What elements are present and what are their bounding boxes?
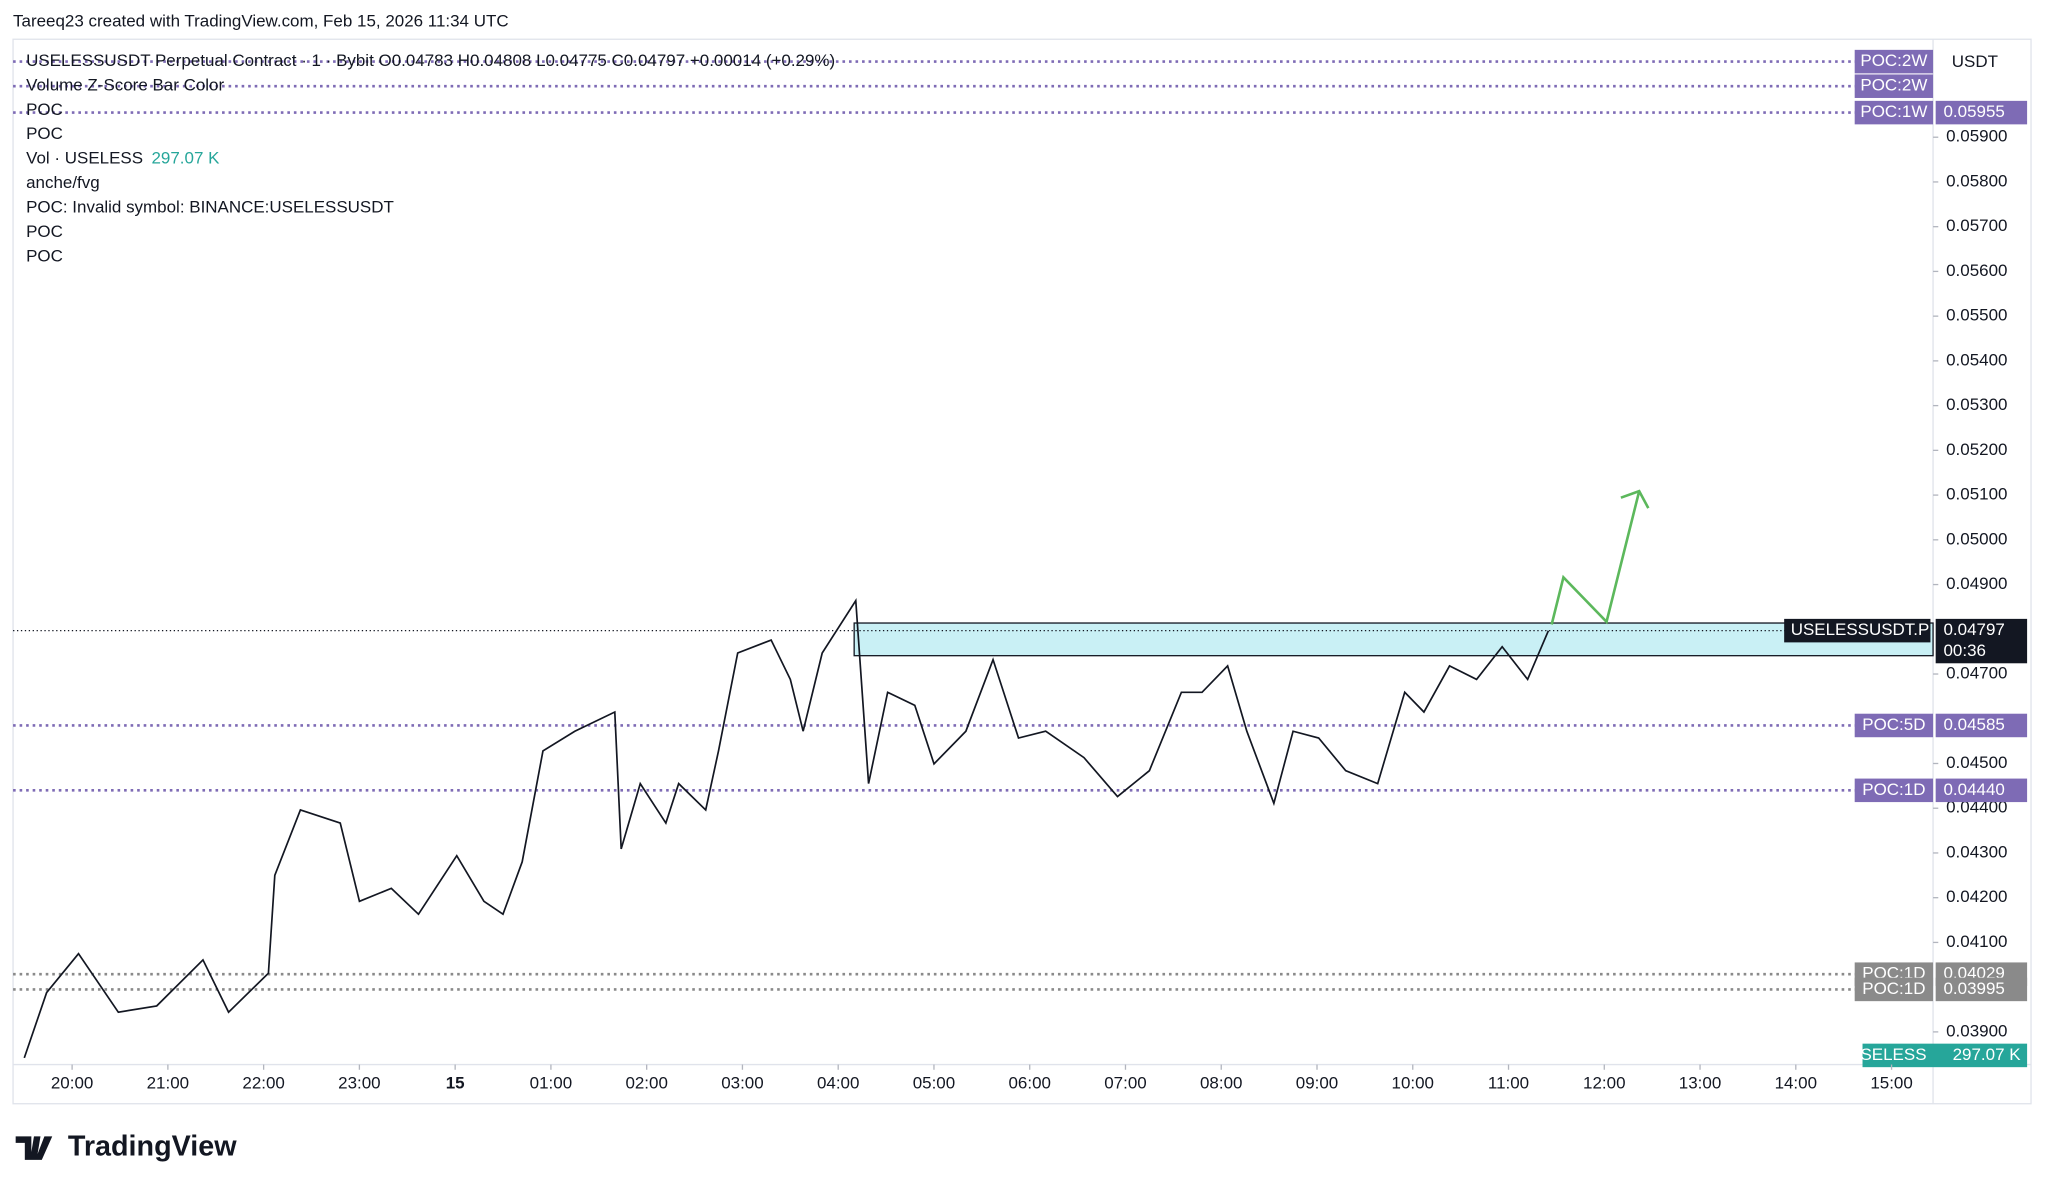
x-tick-label: 13:00 [1679, 1074, 1721, 1093]
legend-item: POC [26, 124, 63, 143]
arrow-head [1620, 489, 1650, 509]
level-tag [1854, 49, 1934, 74]
price-line [23, 598, 1550, 1059]
level-value-tag [1935, 100, 2028, 125]
legend-item: POC [26, 100, 63, 119]
level-name: POC:1D [1862, 979, 1925, 998]
level-name: POC:2W [1860, 76, 1927, 95]
brand: TradingView [68, 1131, 237, 1163]
x-tick-label: 01:00 [530, 1074, 572, 1093]
y-tick-label: 0.05800 [1946, 171, 2007, 190]
y-tick-label: 0.05400 [1946, 350, 2007, 369]
y-tick-label: 0.05500 [1946, 306, 2007, 325]
y-tick-label: 0.04900 [1946, 574, 2007, 593]
y-tick-label: 0.04100 [1946, 932, 2007, 951]
chart-frame [12, 38, 2032, 1105]
x-tick-label: 10:00 [1392, 1074, 1434, 1093]
header: Tareeq23 created with TradingView.com, F… [13, 12, 509, 31]
x-tick-label: 14:00 [1775, 1074, 1817, 1093]
legend-volume: 297.07 K [152, 149, 221, 168]
y-tick-label: 0.05900 [1946, 127, 2007, 146]
y-tick-label: 0.04700 [1946, 664, 2007, 683]
level-tag [1854, 74, 1934, 98]
y-tick-label: 0.04500 [1946, 753, 2007, 772]
x-tick-label: 21:00 [147, 1074, 189, 1093]
level-name: POC:1D [1862, 780, 1925, 799]
countdown: 00:36 [1944, 641, 1986, 660]
x-tick-label: 12:00 [1583, 1074, 1625, 1093]
level-value: 0.03995 [1944, 979, 2005, 998]
unit-box [1935, 47, 2028, 76]
volume-badge-value: 297.07 K [1953, 1045, 2022, 1064]
y-tick-label: 0.04300 [1946, 842, 2007, 861]
level-value-tag [1935, 713, 2028, 738]
x-tick-label: 15 [446, 1074, 465, 1093]
x-tick-label: 07:00 [1104, 1074, 1146, 1093]
y-tick-label: 0.05200 [1946, 440, 2007, 459]
last-price-tag [1935, 618, 2028, 664]
y-tick-label: 0.05700 [1946, 216, 2007, 235]
level-tag [1854, 713, 1934, 738]
legend-item: anche/fvg [26, 173, 100, 192]
x-tick-label: 02:00 [625, 1074, 667, 1093]
y-tick-label: 0.05100 [1946, 485, 2007, 504]
x-tick-label: 20:00 [51, 1074, 93, 1093]
level-name: POC:2W [1860, 51, 1927, 70]
level-value-tag [1935, 977, 2028, 1002]
y-tick-label: 0.04200 [1946, 887, 2007, 906]
brand-logo [15, 1136, 53, 1160]
x-tick-label: 05:00 [913, 1074, 955, 1093]
level-tag [1854, 977, 1934, 1002]
x-tick-label: 06:00 [1008, 1074, 1050, 1093]
volume-badge [1862, 1043, 2028, 1068]
x-tick-label: 22:00 [242, 1074, 284, 1093]
level-value: 0.04585 [1944, 715, 2005, 734]
last-price: 0.04797 [1944, 620, 2005, 639]
level-tag [1854, 778, 1934, 803]
x-tick-label: 11:00 [1488, 1074, 1529, 1093]
x-tick-label: 04:00 [817, 1074, 859, 1093]
legend-item: POC [26, 222, 63, 241]
x-tick-label: 03:00 [721, 1074, 763, 1093]
axis-unit: USDT [1952, 52, 1998, 71]
legend-item: Vol · USELESS [26, 149, 143, 168]
legend-item: USELESSUSDT Perpetual Contract · 1 · Byb… [26, 51, 835, 70]
y-tick-label: 0.05600 [1946, 261, 2007, 280]
y-tick-label: 0.03900 [1946, 1021, 2007, 1040]
x-tick-label: 23:00 [338, 1074, 380, 1093]
symbol-name: USELESSUSDT.P [1791, 620, 1930, 639]
plot [13, 60, 1934, 1059]
legend-item: POC [26, 246, 63, 265]
x-tick-label: 08:00 [1200, 1074, 1242, 1093]
y-tick-label: 0.04400 [1946, 798, 2007, 817]
x-tick-label: 15:00 [1870, 1074, 1912, 1093]
level-value: 0.05955 [1944, 102, 2005, 121]
level-value-tag [1935, 778, 2028, 803]
zone [853, 622, 1934, 657]
y-tick-label: 0.05300 [1946, 395, 2007, 414]
y-tick-label: 0.05000 [1946, 529, 2007, 548]
x-tick-label: 09:00 [1296, 1074, 1338, 1093]
symbol-tag [1784, 618, 1931, 643]
annotation-arrow [1550, 490, 1641, 625]
legend-item: Volume Z-Score Bar Color [26, 75, 224, 94]
level-name: POC:5D [1862, 715, 1925, 734]
legend-item: POC: Invalid symbol: BINANCE:USELESSUSDT [26, 197, 394, 216]
level-value: 0.04440 [1944, 780, 2005, 799]
level-name: POC:1W [1860, 102, 1927, 121]
volume-badge-name: Vol · USELESS [1810, 1045, 1927, 1064]
level-tag [1854, 100, 1934, 125]
